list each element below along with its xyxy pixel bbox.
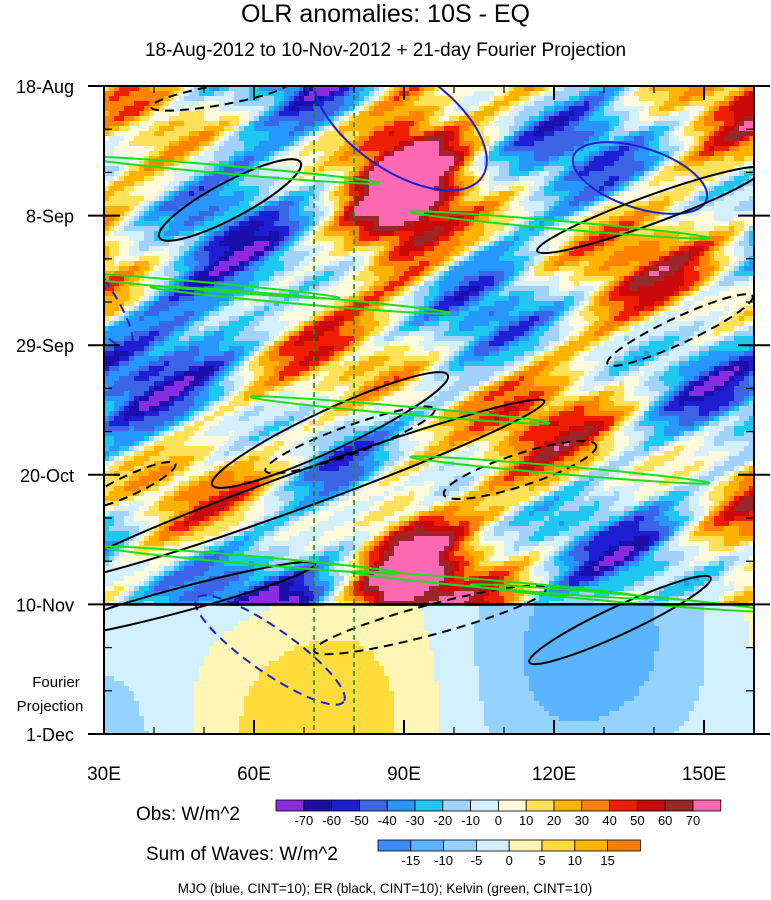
er-contour bbox=[157, 158, 303, 242]
er-contour bbox=[606, 293, 754, 367]
mjo-contour bbox=[571, 141, 709, 215]
wave-contours bbox=[104, 86, 754, 706]
waves-legend-level-label: 5 bbox=[538, 853, 545, 868]
kelvin-contour bbox=[469, 583, 754, 613]
obs-legend-swatch bbox=[442, 799, 471, 812]
waves-legend-swatch bbox=[475, 839, 510, 852]
obs-legend-swatch bbox=[581, 799, 610, 812]
reference-lines bbox=[313, 86, 355, 734]
obs-legend-swatch bbox=[664, 799, 694, 812]
waves-legend-label: Sum of Waves: W/m^2 bbox=[146, 844, 338, 865]
er-contour bbox=[104, 398, 546, 582]
obs-legend-level-label: -70 bbox=[294, 813, 313, 828]
obs-legend-level-label: 20 bbox=[547, 813, 561, 828]
er-contour bbox=[442, 439, 598, 501]
obs-legend-level-label: 60 bbox=[658, 813, 672, 828]
obs-legend-swatch bbox=[303, 799, 332, 812]
mjo-contour bbox=[312, 86, 488, 192]
y-tick-label: 18-Aug bbox=[16, 77, 74, 97]
waves-legend-level-label: -5 bbox=[471, 853, 483, 868]
obs-legend-level-label: -20 bbox=[433, 813, 452, 828]
obs-legend-swatch bbox=[470, 799, 499, 812]
kelvin-contour bbox=[249, 395, 551, 425]
waves-legend-swatch bbox=[410, 839, 444, 852]
obs-legend-level-label: -30 bbox=[406, 813, 425, 828]
chart-subtitle: 18-Aug-2012 to 10-Nov-2012 + 21-day Four… bbox=[144, 40, 627, 61]
kelvin-contour bbox=[104, 270, 341, 300]
er-contour bbox=[104, 560, 317, 640]
obs-legend-swatch bbox=[331, 799, 360, 812]
mjo-contour bbox=[194, 594, 346, 706]
obs-legend-level-label: 40 bbox=[602, 813, 616, 828]
obs-legend-level-label: 70 bbox=[686, 813, 700, 828]
waves-legend-level-label: -15 bbox=[401, 853, 420, 868]
obs-legend-swatch bbox=[414, 799, 444, 812]
obs-legend-level-label: 30 bbox=[575, 813, 589, 828]
y-tick-label: 29-Sep bbox=[16, 336, 74, 356]
obs-legend-swatch bbox=[386, 799, 416, 812]
obs-legend-swatch bbox=[637, 799, 666, 812]
er-contour bbox=[104, 461, 177, 509]
y-tick-label: 10-Nov bbox=[16, 595, 74, 615]
plot-frame bbox=[103, 85, 755, 735]
x-tick-label: 120E bbox=[532, 764, 576, 785]
legends: Obs: W/m^2 -70 -60 -50 -40 -30 -20 -10 0 10 20 30 40… bbox=[136, 799, 722, 896]
waves-legend-swatch bbox=[607, 839, 641, 852]
chart-title: OLR anomalies: 10S - EQ bbox=[240, 0, 530, 28]
obs-legend-swatch bbox=[525, 799, 555, 812]
obs-legend-swatch bbox=[358, 799, 388, 812]
er-contour bbox=[536, 165, 754, 255]
kelvin-contour bbox=[409, 455, 711, 485]
obs-legend-level-label: -10 bbox=[461, 813, 480, 828]
waves-legend-level-label: -10 bbox=[434, 853, 453, 868]
heatmap-field bbox=[104, 86, 754, 734]
y-tick-label: 1-Dec bbox=[26, 725, 74, 745]
waves-legend-level-label: 0 bbox=[506, 853, 513, 868]
er-contour bbox=[210, 371, 450, 489]
kelvin-contour bbox=[104, 155, 381, 185]
obs-legend-level-label: 0 bbox=[495, 813, 502, 828]
obs-legend-level-label: 10 bbox=[519, 813, 533, 828]
projection-label: Fourier bbox=[32, 674, 80, 691]
obs-legend-level-label: 50 bbox=[630, 813, 644, 828]
obs-legend-swatch bbox=[692, 799, 722, 812]
waves-legend-swatch bbox=[508, 839, 543, 852]
x-tick-label: 150E bbox=[682, 764, 726, 785]
waves-legend-swatch bbox=[541, 839, 576, 852]
obs-legend-swatch bbox=[497, 799, 527, 812]
y-tick-label: 8-Sep bbox=[26, 207, 74, 227]
obs-legend-swatch bbox=[609, 799, 638, 812]
obs-legend-swatch bbox=[275, 799, 305, 812]
x-tick-label: 30E bbox=[87, 764, 121, 785]
axes: 18-Aug 8-Sep 29-Sep 20-Oct 10-Nov 1-Dec 30E 60E… bbox=[16, 77, 770, 785]
waves-legend-swatch bbox=[574, 839, 608, 852]
projection-label: Projection bbox=[17, 698, 84, 715]
obs-legend-level-label: -40 bbox=[378, 813, 397, 828]
kelvin-contour bbox=[149, 285, 451, 315]
wave-footnote: MJO (blue, CINT=10); ER (black, CINT=10)… bbox=[178, 881, 593, 896]
x-tick-label: 90E bbox=[387, 764, 421, 785]
kelvin-contour bbox=[409, 210, 711, 240]
er-contour bbox=[150, 86, 290, 112]
waves-legend-level-label: 10 bbox=[568, 853, 582, 868]
obs-legend-swatch bbox=[553, 799, 583, 812]
x-tick-label: 60E bbox=[237, 764, 271, 785]
y-tick-label: 20-Oct bbox=[20, 466, 74, 486]
waves-legend-swatch bbox=[377, 839, 412, 852]
waves-legend-swatch bbox=[443, 839, 477, 852]
obs-legend-label: Obs: W/m^2 bbox=[136, 804, 240, 825]
obs-legend-level-label: -50 bbox=[350, 813, 369, 828]
er-contour bbox=[528, 574, 712, 666]
waves-legend-level-label: 15 bbox=[600, 853, 614, 868]
obs-legend-level-label: -60 bbox=[322, 813, 341, 828]
